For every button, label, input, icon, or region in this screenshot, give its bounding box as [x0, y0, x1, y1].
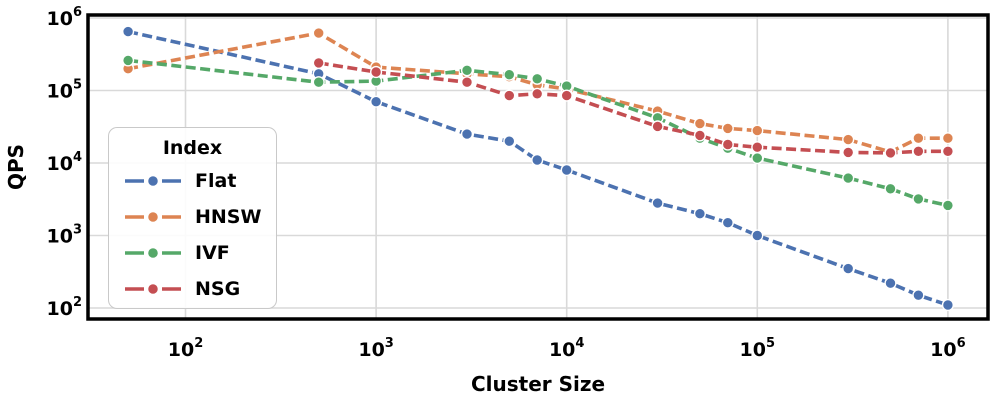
- data-point: [912, 145, 925, 158]
- data-point: [122, 54, 135, 67]
- series-flat-markers: [122, 25, 955, 312]
- x-tick-label: 106: [930, 336, 966, 361]
- hnsw-legend-marker: [125, 210, 181, 224]
- y-tick-label: 103: [47, 223, 83, 248]
- data-point: [651, 197, 664, 210]
- plot-border: [86, 13, 990, 321]
- series-layer: [122, 25, 955, 312]
- data-point: [941, 132, 955, 145]
- data-point: [370, 65, 383, 79]
- data-point: [370, 95, 383, 108]
- data-point: [884, 277, 897, 290]
- data-point: [884, 182, 897, 195]
- data-point: [460, 128, 474, 141]
- data-point: [912, 192, 925, 206]
- legend-item-ivf: IVF: [124, 235, 276, 271]
- legend-item-nsg: NSG: [124, 271, 276, 307]
- data-point: [751, 124, 764, 137]
- data-point: [503, 89, 516, 102]
- data-point: [721, 138, 734, 151]
- series-nsg-markers: [312, 56, 955, 160]
- data-point: [531, 87, 544, 100]
- y-axis-title: QPS: [4, 144, 28, 190]
- data-point: [531, 72, 544, 85]
- y-tick-label: 104: [47, 150, 83, 175]
- data-point: [693, 207, 707, 220]
- data-point: [884, 146, 897, 160]
- data-point: [651, 120, 664, 133]
- data-point: [560, 89, 573, 102]
- data-point: [721, 216, 734, 229]
- data-point: [751, 229, 764, 242]
- data-point: [312, 56, 325, 70]
- y-tick-label: 102: [47, 295, 83, 320]
- data-point: [912, 289, 925, 302]
- legend-label-nsg: NSG: [195, 277, 241, 300]
- flat-legend-marker: [125, 174, 181, 188]
- data-point: [842, 262, 855, 275]
- data-point: [751, 152, 764, 165]
- legend-items: Flat HNSW IVF NSG: [124, 163, 276, 307]
- data-point: [122, 25, 135, 38]
- data-point: [503, 135, 516, 148]
- data-point: [460, 76, 474, 89]
- legend-item-hnsw: HNSW: [124, 199, 276, 235]
- x-axis-title: Cluster Size: [471, 372, 605, 396]
- x-tick-label: 103: [358, 336, 394, 361]
- data-point: [842, 172, 855, 185]
- nsg-legend-marker: [125, 282, 181, 296]
- legend-label-hnsw: HNSW: [195, 205, 262, 228]
- data-point: [693, 117, 707, 130]
- legend-title: Index: [162, 137, 223, 159]
- data-point: [842, 133, 855, 146]
- data-point: [693, 129, 707, 142]
- frame-layer: [86, 13, 990, 321]
- data-point: [912, 132, 925, 145]
- legend-item-flat: Flat: [124, 163, 276, 199]
- data-point: [312, 26, 325, 40]
- series-nsg-line: [318, 61, 948, 155]
- x-tick-label: 104: [549, 336, 585, 361]
- data-point: [460, 64, 474, 77]
- data-point: [941, 298, 955, 312]
- y-tick-label: 106: [47, 5, 83, 30]
- series-hnsw-line: [127, 31, 948, 154]
- data-point: [721, 122, 734, 135]
- data-point: [560, 163, 573, 177]
- ivf-legend-marker: [125, 246, 181, 260]
- data-point: [312, 76, 325, 89]
- data-point: [751, 141, 764, 154]
- data-point: [503, 68, 516, 81]
- data-point: [941, 199, 955, 212]
- x-tick-label: 102: [168, 336, 204, 361]
- y-tick-label: 105: [47, 78, 83, 103]
- data-point: [941, 145, 955, 158]
- x-tick-label: 105: [740, 336, 776, 361]
- legend: Index Flat HNSW IVF NSG: [108, 127, 277, 309]
- data-point: [531, 153, 544, 167]
- legend-label-ivf: IVF: [195, 241, 230, 264]
- data-point: [842, 146, 855, 159]
- legend-label-flat: Flat: [195, 169, 237, 192]
